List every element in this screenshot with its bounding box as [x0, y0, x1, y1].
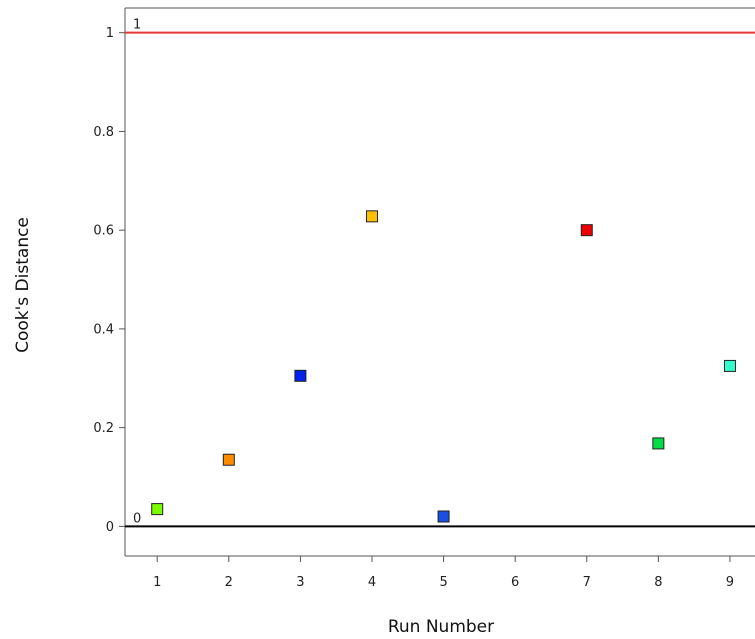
data-point-run-7: [580, 224, 593, 237]
x-tick-label: 7: [583, 575, 591, 590]
x-tick-label: 1: [153, 575, 161, 590]
data-points: [151, 210, 736, 523]
x-tick-label: 8: [654, 575, 662, 590]
x-axis: 1 2 3 4 5 6 7 8 9: [153, 556, 734, 590]
data-point-run-8: [652, 437, 665, 450]
data-point-run-4: [365, 210, 378, 223]
y-tick-label: 0.6: [93, 224, 114, 239]
x-tick-label: 5: [439, 575, 447, 590]
y-tick-label: 0.4: [93, 322, 114, 337]
y-tick-label: 0: [106, 520, 114, 535]
reference-line-label-0: 0: [133, 511, 141, 526]
x-tick-label: 2: [225, 575, 233, 590]
data-point-run-3: [294, 369, 307, 382]
data-point-run-5: [437, 510, 450, 523]
x-tick-label: 4: [368, 575, 376, 590]
y-tick-label: 0.2: [93, 421, 114, 436]
data-point-run-1: [151, 503, 164, 516]
y-axis: 0 0.2 0.4 0.6 0.8 1: [93, 26, 125, 535]
x-tick-label: 9: [726, 575, 734, 590]
y-axis-title: Cook's Distance: [13, 217, 33, 353]
x-tick-label: 3: [296, 575, 304, 590]
x-axis-title: Run Number: [388, 617, 494, 637]
data-point-run-9: [723, 359, 736, 372]
x-tick-label: 6: [511, 575, 519, 590]
reference-lines: 10: [125, 18, 755, 528]
y-tick-label: 1: [106, 26, 114, 41]
y-tick-label: 0.8: [93, 125, 114, 140]
reference-line-label-1: 1: [133, 18, 141, 33]
plot-frame: [124, 7, 755, 557]
data-point-run-2: [222, 453, 235, 466]
